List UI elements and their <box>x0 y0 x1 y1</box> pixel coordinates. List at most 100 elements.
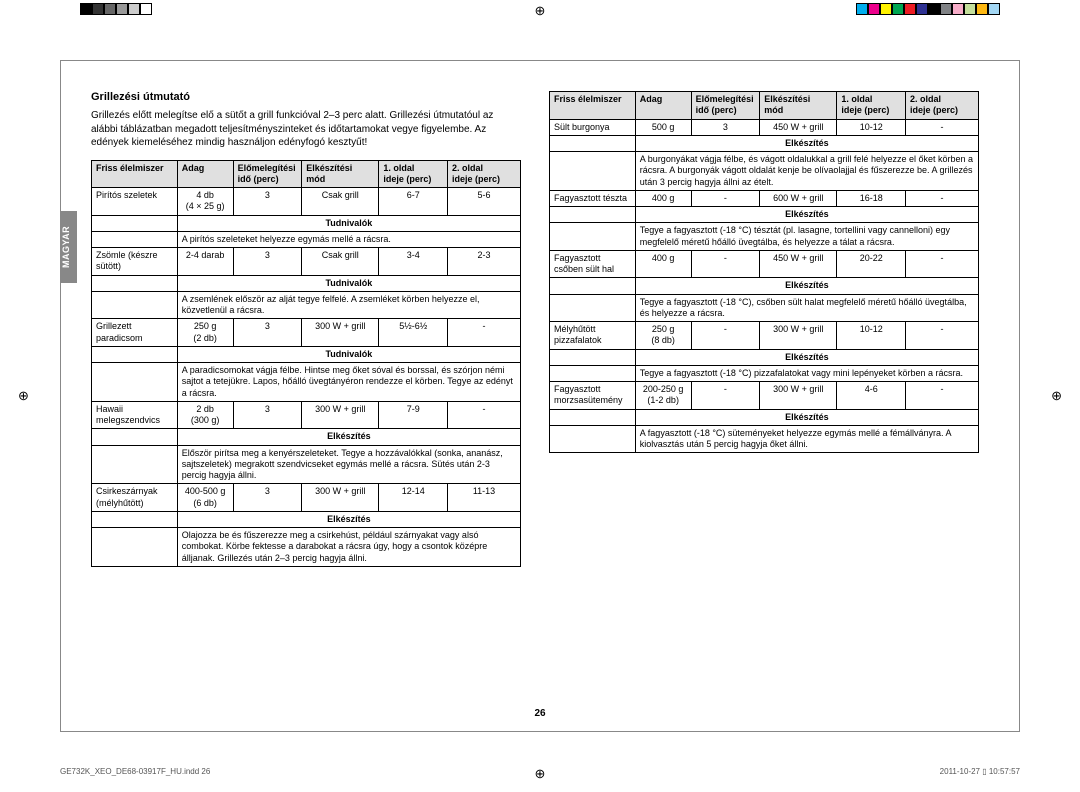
table-cell: - <box>691 190 760 206</box>
table-cell: 300 W + grill <box>760 382 837 410</box>
table-cell <box>92 215 178 231</box>
color-swatch <box>904 3 916 15</box>
table-cell: Sült burgonya <box>550 119 636 135</box>
table-cell <box>92 346 178 362</box>
table-row: Pirítós szeletek4 db(4 × 25 g)3Csak gril… <box>92 188 521 216</box>
table-cell: Csirkeszárnyak (mélyhűtött) <box>92 484 178 512</box>
table-header: Elkészítésimód <box>760 92 837 120</box>
table-row: Sült burgonya500 g3450 W + grill10-12- <box>550 119 979 135</box>
table-cell: 16-18 <box>837 190 906 206</box>
table-row: Fagyasztott morzsasütemény200-250 g(1-2 … <box>550 382 979 410</box>
table-cell: 300 W + grill <box>302 401 379 429</box>
table-cell: 400-500 g(6 db) <box>177 484 233 512</box>
table-cell <box>550 207 636 223</box>
color-swatch <box>868 3 880 15</box>
table-cell: 3 <box>233 401 302 429</box>
color-swatch <box>964 3 976 15</box>
table-row: Olajozza be és fűszerezze meg a csirkehú… <box>92 528 521 567</box>
table-cell <box>550 349 636 365</box>
language-tab: MAGYAR <box>61 211 77 283</box>
registration-mark-bottom: ⊕ <box>535 766 546 782</box>
table-note: A zsemlének először az alját tegye felfe… <box>177 291 520 319</box>
table-row: A paradicsomokat vágja félbe. Hintse meg… <box>92 363 521 402</box>
table-cell: 11-13 <box>448 484 521 512</box>
table-cell <box>550 223 636 251</box>
table-row: Elkészítés <box>550 409 979 425</box>
table-row: Elkészítés <box>550 135 979 151</box>
section-title: Grillezési útmutató <box>91 91 521 103</box>
table-row: A fagyasztott (-18 °C) süteményeket hely… <box>550 425 979 453</box>
table-cell: 10-12 <box>837 119 906 135</box>
color-swatch <box>940 3 952 15</box>
table-cell <box>550 278 636 294</box>
table-cell: 5-6 <box>448 188 521 216</box>
table-row: Először pirítsa meg a kenyérszeleteket. … <box>92 445 521 484</box>
color-swatch <box>892 3 904 15</box>
table-cell: 450 W + grill <box>760 119 837 135</box>
table-subheader: Elkészítés <box>635 135 978 151</box>
table-subheader: Elkészítés <box>635 349 978 365</box>
table-cell: - <box>906 322 979 350</box>
table-subheader: Elkészítés <box>635 409 978 425</box>
color-swatch <box>880 3 892 15</box>
table-cell <box>92 528 178 567</box>
table-note: A fagyasztott (-18 °C) süteményeket hely… <box>635 425 978 453</box>
table-note: Olajozza be és fűszerezze meg a csirkehú… <box>177 528 520 567</box>
table-subheader: Elkészítés <box>635 207 978 223</box>
table-row: A burgonyákat vágja félbe, és vágott old… <box>550 152 979 191</box>
table-cell: 500 g <box>635 119 691 135</box>
table-row: Tudnivalók <box>92 346 521 362</box>
table-row: Csirkeszárnyak (mélyhűtött)400-500 g(6 d… <box>92 484 521 512</box>
content-spread: Grillezési útmutató Grillezés előtt mele… <box>61 61 1019 731</box>
table-row: Elkészítés <box>550 278 979 294</box>
table-cell: 3 <box>233 319 302 347</box>
table-cell: - <box>691 250 760 278</box>
table-cell: - <box>906 382 979 410</box>
table-row: Fagyasztott csőben sült hal400 g-450 W +… <box>550 250 979 278</box>
table-note: A burgonyákat vágja félbe, és vágott old… <box>635 152 978 191</box>
table-cell <box>92 445 178 484</box>
table-cell <box>92 231 178 247</box>
color-swatch <box>80 3 92 15</box>
table-subheader: Elkészítés <box>635 278 978 294</box>
table-cell: Fagyasztott morzsasütemény <box>550 382 636 410</box>
table-cell: 400 g <box>635 190 691 206</box>
table-row: Tegye a fagyasztott (-18 °C), csőben sül… <box>550 294 979 322</box>
table-row: Mélyhűtött pizzafalatok250 g(8 db)-300 W… <box>550 322 979 350</box>
table-header: Elkészítésimód <box>302 160 379 188</box>
color-swatch <box>116 3 128 15</box>
table-row: A zsemlének először az alját tegye felfe… <box>92 291 521 319</box>
table-header: Friss élelmiszer <box>550 92 636 120</box>
color-swatch <box>128 3 140 15</box>
footer-timestamp: 2011-10-27 ▯ 10:57:57 <box>940 767 1020 776</box>
right-column: Friss élelmiszerAdagElőmelegítési idő (p… <box>549 91 979 711</box>
table-cell: 3-4 <box>379 248 448 276</box>
registration-mark-top: ⊕ <box>535 3 546 19</box>
color-swatch <box>988 3 1000 15</box>
table-header: Adag <box>635 92 691 120</box>
color-bar-left <box>80 3 152 15</box>
table-header: Friss élelmiszer <box>92 160 178 188</box>
table-row: Fagyasztott tészta400 g-600 W + grill16-… <box>550 190 979 206</box>
table-cell: 300 W + grill <box>302 319 379 347</box>
table-cell: 3 <box>233 484 302 512</box>
table-note: Először pirítsa meg a kenyérszeleteket. … <box>177 445 520 484</box>
color-swatch <box>140 3 152 15</box>
table-note: Tegye a fagyasztott (-18 °C), csőben sül… <box>635 294 978 322</box>
table-cell: 300 W + grill <box>302 484 379 512</box>
table-cell: 300 W + grill <box>760 322 837 350</box>
color-swatch <box>92 3 104 15</box>
table-cell <box>92 363 178 402</box>
left-column: Grillezési útmutató Grillezés előtt mele… <box>91 91 521 711</box>
table-cell: 3 <box>233 248 302 276</box>
table-subheader: Tudnivalók <box>177 346 520 362</box>
table-cell: 250 g(2 db) <box>177 319 233 347</box>
table-cell: 2-4 darab <box>177 248 233 276</box>
table-subheader: Elkészítés <box>177 429 520 445</box>
table-cell <box>550 152 636 191</box>
table-row: Tudnivalók <box>92 215 521 231</box>
table-note: Tegye a fagyasztott (-18 °C) pizzafalato… <box>635 365 978 381</box>
table-subheader: Tudnivalók <box>177 275 520 291</box>
table-row: Zsömle (készre sütött)2-4 darab3Csak gri… <box>92 248 521 276</box>
table-cell: 20-22 <box>837 250 906 278</box>
